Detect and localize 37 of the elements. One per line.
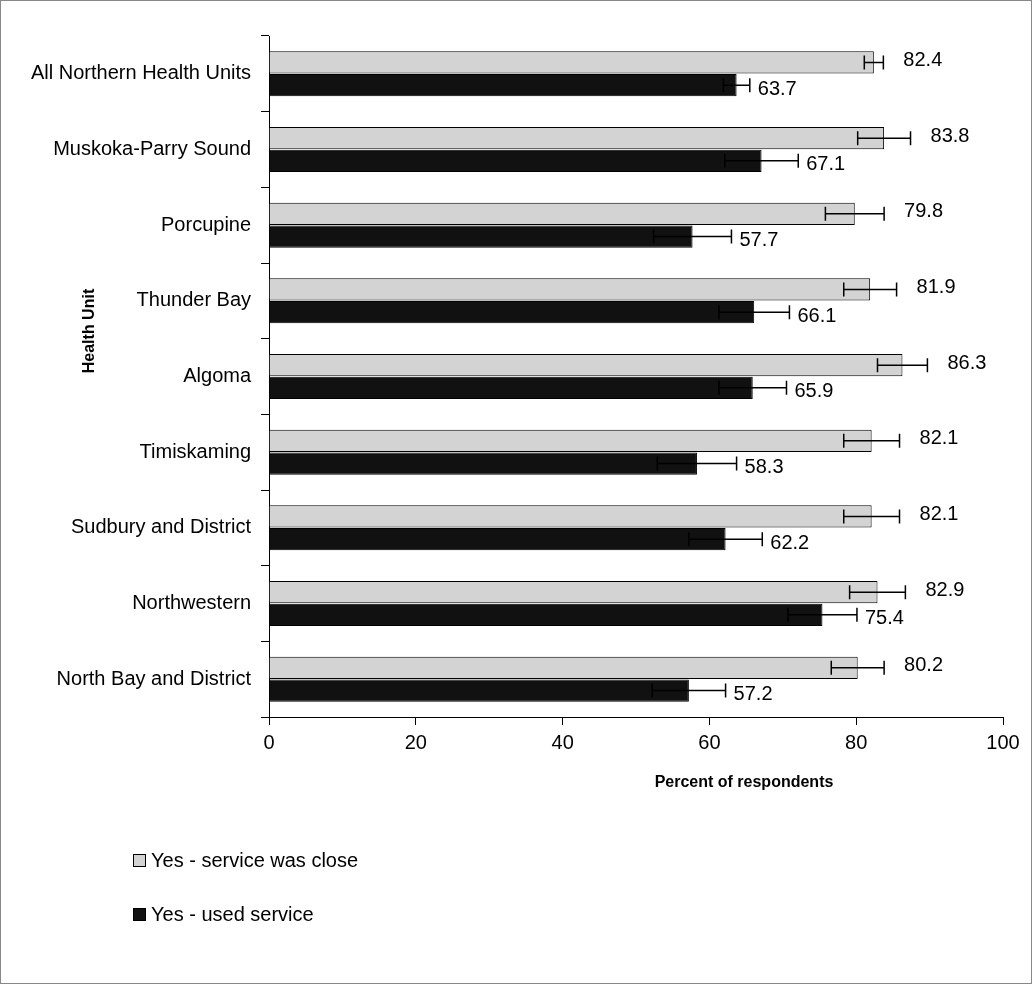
x-tick-label: 40 bbox=[551, 730, 574, 753]
data-label: 82.1 bbox=[919, 502, 959, 524]
y-tick-label: Porcupine bbox=[161, 212, 252, 235]
y-tick-label: All Northern Health Units bbox=[30, 61, 252, 84]
data-label: 82.4 bbox=[903, 48, 943, 70]
data-label: 83.8 bbox=[930, 123, 970, 146]
data-label: 62.2 bbox=[770, 530, 810, 553]
data-label: 65.9 bbox=[794, 379, 834, 402]
y-tick-label: Timiskaming bbox=[139, 439, 252, 462]
data-label: 57.7 bbox=[739, 228, 779, 251]
y-tick-label: Northwestern bbox=[132, 591, 252, 614]
x-tick-label: 0 bbox=[263, 730, 275, 753]
y-tick-label: Muskoka-Parry Sound bbox=[53, 137, 252, 160]
y-tick-label: Thunder Bay bbox=[136, 288, 252, 311]
x-tick-label: 20 bbox=[404, 730, 427, 753]
legend-label: Yes - service was close bbox=[151, 848, 359, 872]
y-axis-title: Health Unit bbox=[80, 288, 98, 374]
y-tick-label: North Bay and District bbox=[56, 666, 252, 689]
data-label: 82.1 bbox=[919, 426, 959, 449]
y-tick-label: Sudbury and District bbox=[71, 515, 252, 538]
data-label: 67.1 bbox=[806, 152, 846, 175]
data-label: 81.9 bbox=[916, 275, 956, 297]
data-label: 75.4 bbox=[864, 606, 904, 629]
data-label: 79.8 bbox=[904, 199, 944, 222]
data-label: 82.9 bbox=[925, 577, 965, 600]
data-label: 63.7 bbox=[757, 76, 797, 99]
x-axis-title: Percent of respondents bbox=[654, 773, 834, 791]
x-tick-label: 60 bbox=[698, 730, 721, 753]
data-label: 58.3 bbox=[744, 455, 784, 478]
data-label: 57.2 bbox=[733, 682, 773, 705]
data-label: 66.1 bbox=[797, 303, 837, 326]
y-tick-label: Algoma bbox=[183, 364, 252, 387]
x-tick-label: 80 bbox=[845, 730, 868, 753]
data-label: 80.2 bbox=[904, 653, 944, 676]
data-label: 86.3 bbox=[947, 350, 987, 373]
legend-label: Yes - used service bbox=[151, 902, 314, 926]
x-tick-label: 100 bbox=[986, 730, 1020, 753]
